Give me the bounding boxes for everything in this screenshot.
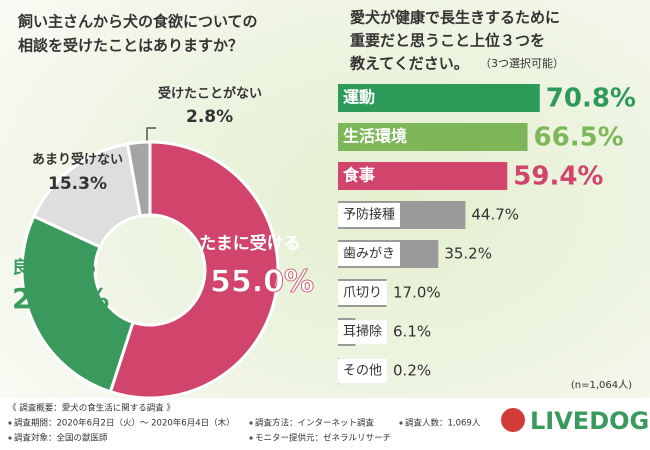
pie-slice (125, 140, 152, 218)
footer-item: 調査方法：インターネット調査 (255, 418, 375, 429)
bullet (399, 421, 403, 425)
footer-item: 調査対象：全国の獣医師 (14, 433, 108, 444)
bar (338, 123, 528, 151)
pie-label: あまり受けない (32, 152, 123, 168)
pie-slice (31, 142, 143, 249)
pie-value-label: 2.8% (186, 107, 233, 127)
bar-label-box (338, 203, 401, 227)
footer-band (0, 398, 650, 450)
pie-value-label: 15.3% (48, 174, 107, 194)
bar-value-label: 0.2% (393, 362, 431, 380)
logo-icon (501, 408, 525, 432)
bar-value-label: 70.8% (546, 84, 636, 114)
bar-value-label: 17.0% (393, 284, 441, 302)
bar-label-box (338, 320, 388, 344)
pie-label: 受けたことがない (158, 86, 262, 102)
pie-label: たまに受ける (199, 233, 301, 254)
note: (n=1,064人) (571, 379, 632, 391)
bar-title: 愛犬が健康で長生きするために (350, 9, 560, 27)
bullet (249, 436, 253, 440)
bar-subtitle: （3つ選択可能） (480, 56, 564, 70)
bar (338, 84, 540, 112)
bar-value-label: 59.4% (513, 162, 603, 192)
pie-title: 飼い主さんから犬の食欲についての (17, 13, 258, 31)
footer-item: モニター提供元：ゼネラルリサーチ (255, 433, 391, 444)
bar-label-box (338, 359, 388, 383)
bar-label-box (338, 242, 401, 266)
bar-label: 食事 (342, 166, 375, 185)
bullet (8, 436, 12, 440)
footer-item: 調査期間：2020年6月2日（火）～ 2020年6月4日（木） (14, 418, 235, 429)
pie-slice (20, 214, 135, 394)
bar-label: 歯みがき (343, 247, 395, 262)
leader-line (146, 127, 156, 143)
pie-title: 相談を受けたことはありますか？ (18, 37, 243, 55)
bar-title: 重要だと思うこと上位３つを (350, 32, 545, 50)
bar-label: その他 (343, 364, 382, 379)
pie-label: 良く受ける (12, 257, 97, 278)
logo: LIVEDOG (530, 407, 649, 435)
pie-slice (108, 140, 280, 400)
bar (338, 162, 508, 190)
bar-label: 耳掃除 (343, 324, 382, 340)
bullet (8, 421, 12, 425)
bar-label: 爪切り (343, 286, 382, 301)
bar-value-label: 44.7% (471, 206, 519, 224)
bar-value-label: 6.1% (393, 323, 431, 341)
bar-label: 生活環境 (343, 127, 407, 146)
bar-label: 運動 (343, 88, 375, 107)
bar-label: 予防接種 (343, 207, 395, 223)
footer-item: 調査人数：1,069人 (405, 418, 481, 429)
pie-value-label: 55.0% (210, 265, 314, 300)
bar-title: 教えてください。 (349, 55, 469, 73)
bar-value-label: 35.2% (444, 245, 492, 263)
footer-heading: 《 調査概要：愛犬の食生活に関する調査 》 (8, 403, 175, 414)
pie-value-label: 26.9% (12, 282, 109, 315)
bar-label-box (338, 281, 388, 305)
bar-value-label: 66.5% (534, 123, 624, 153)
bullet (249, 421, 253, 425)
